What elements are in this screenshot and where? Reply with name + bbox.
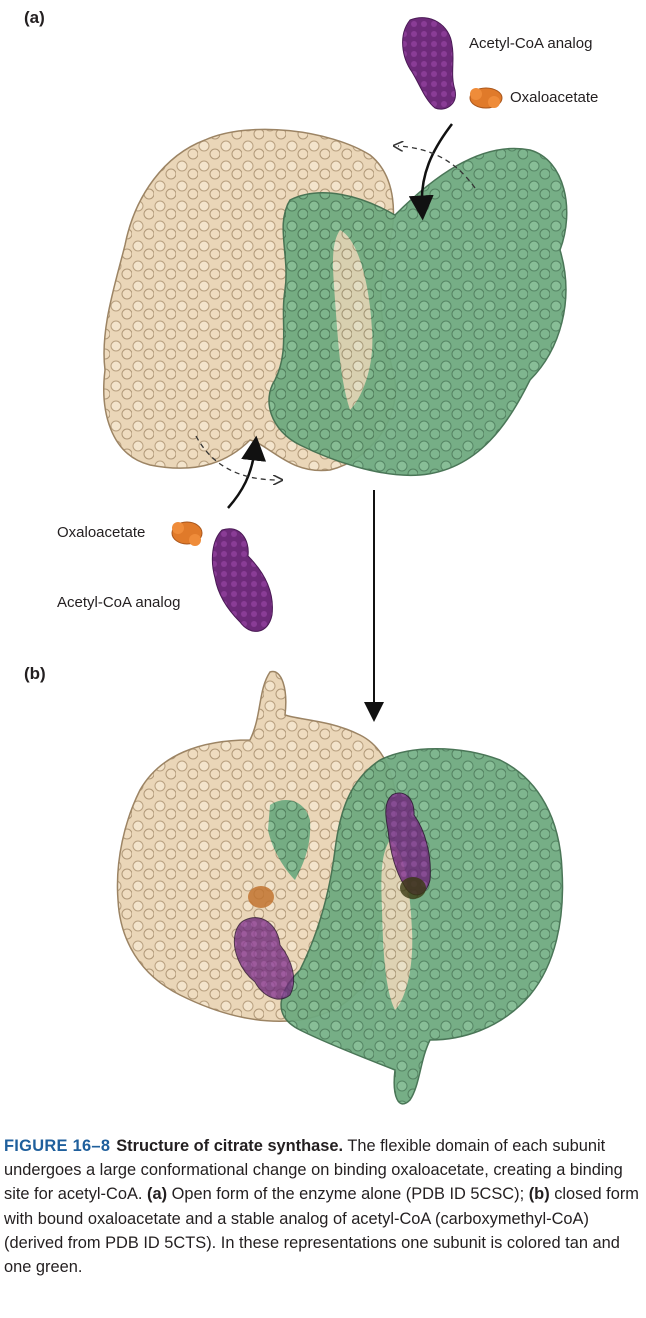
open-form-structure <box>103 128 568 477</box>
oxaloacetate-left <box>171 521 203 546</box>
dashed-motion-arrow-bottom <box>195 435 278 480</box>
green-subunit-a <box>268 147 568 477</box>
green-strip-b <box>268 800 311 880</box>
panel-b-label: (b) <box>24 664 46 683</box>
panel-a-label: (a) <box>24 8 45 27</box>
caption-a-label: (a) <box>147 1185 168 1204</box>
caption-text-1: The flexible domain of each subunit unde… <box>4 1137 623 1204</box>
binding-arrow-bottom <box>227 435 267 509</box>
oxaloacetate-label-top: Oxaloacetate <box>510 89 599 106</box>
green-subunit-b <box>280 748 564 1105</box>
acetyl-coa-label-top: Acetyl-CoA analog <box>469 35 593 52</box>
bound-oxaloacetate-left <box>248 886 274 908</box>
acetyl-coa-analog-top <box>402 17 456 110</box>
dashed-motion-arrow-top <box>398 146 476 189</box>
binding-arrow-top <box>408 123 453 221</box>
figure-title: Structure of citrate synthase. <box>116 1137 344 1155</box>
caption-text-3: closed form with bound oxaloacetate and … <box>4 1185 639 1277</box>
figure-number: FIGURE 16–8 <box>4 1137 111 1155</box>
citrate-synthase-figure <box>103 17 568 1105</box>
closed-form-structure <box>116 670 564 1105</box>
figure-caption: FIGURE 16–8 Structure of citrate synthase… <box>4 1134 640 1279</box>
bound-acetyl-coa-analog-right <box>385 792 431 899</box>
oxaloacetate-label-left: Oxaloacetate <box>57 524 146 541</box>
caption-text-2: Open form of the enzyme alone (PDB ID 5C… <box>167 1185 529 1204</box>
acetyl-coa-analog-left <box>211 528 273 632</box>
tan-overlap-a <box>332 230 373 410</box>
caption-b-label: (b) <box>528 1185 550 1204</box>
acetyl-coa-label-left: Acetyl-CoA analog <box>57 594 181 611</box>
bound-acetyl-coa-analog-left <box>233 917 295 1000</box>
oxaloacetate-top <box>469 87 503 109</box>
